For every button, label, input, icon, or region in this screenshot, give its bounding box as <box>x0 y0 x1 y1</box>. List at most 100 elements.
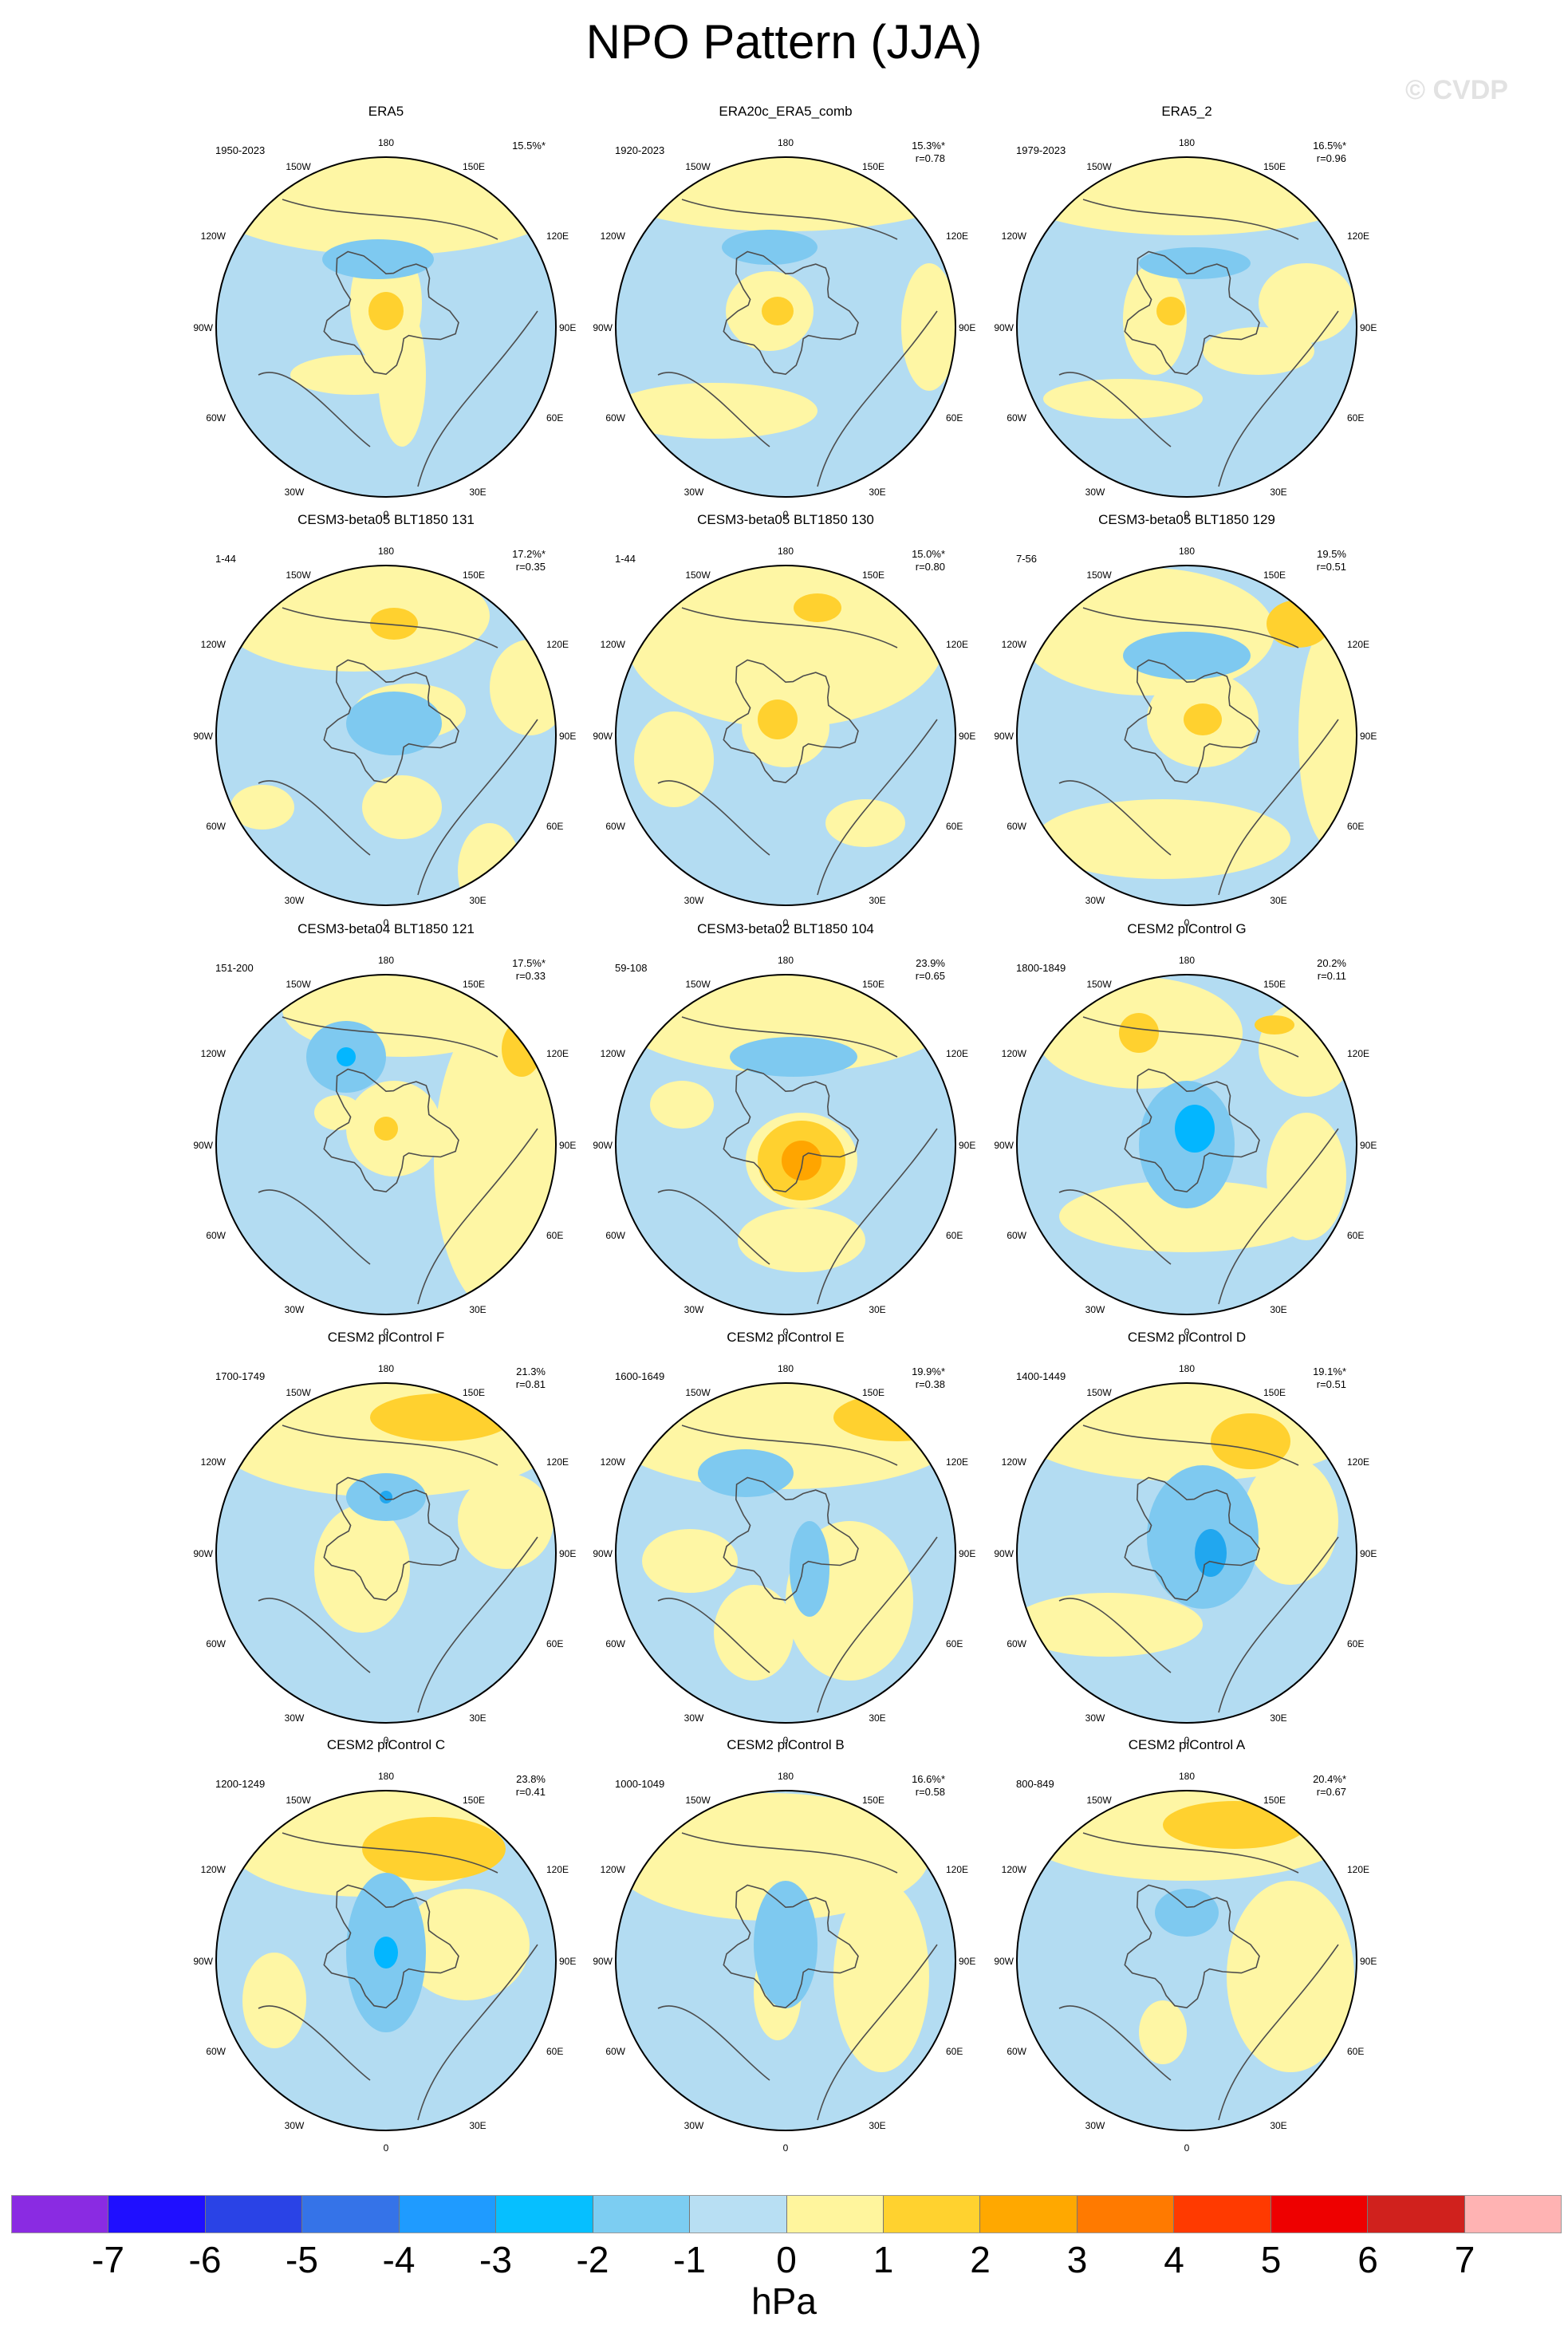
longitude-label: 90W <box>994 1140 1014 1151</box>
anomaly-contour <box>219 566 490 672</box>
anomaly-contour <box>1195 1529 1227 1577</box>
anomaly-contour <box>714 1585 794 1681</box>
longitude-label: 60E <box>946 2046 963 2057</box>
longitude-label: 90E <box>959 1956 975 1967</box>
longitude-label: 120E <box>946 639 968 650</box>
map-panel: ERA5_2 1979-2023 16.5%*r=0.96 180 0 150E 120E 9… <box>994 104 1377 520</box>
longitude-label: 90E <box>1360 322 1377 333</box>
anomaly-contour <box>502 1021 542 1077</box>
panel-period: 1800-1849 <box>1016 962 1066 974</box>
colorbar-segment <box>108 2196 206 2233</box>
anomaly-contour <box>458 823 522 905</box>
anomaly-contour <box>1119 1013 1159 1053</box>
longitude-label: 30W <box>1085 1712 1105 1724</box>
longitude-label: 0 <box>384 917 389 928</box>
longitude-label: 150W <box>1086 569 1112 581</box>
coastline <box>258 1832 538 2121</box>
panel-period: 1700-1749 <box>215 1370 265 1382</box>
longitude-label: 60W <box>605 412 625 424</box>
anomaly-contour <box>616 157 955 231</box>
longitude-label: 150W <box>685 1795 711 1806</box>
coastline <box>323 659 459 784</box>
panel-variance: 20.4%* <box>1313 1773 1346 1785</box>
map-panel: CESM3-beta05 BLT1850 131 1-44 17.2%*r=0.35… <box>193 512 576 928</box>
panel-period: 151-200 <box>215 962 254 974</box>
panel-title: CESM3-beta04 BLT1850 121 <box>297 921 475 936</box>
panel-correlation: r=0.81 <box>516 1378 546 1390</box>
coastline <box>1124 1476 1260 1602</box>
anomaly-contour <box>1255 1015 1294 1035</box>
watermark: © CVDP <box>1405 75 1508 105</box>
panel-variance: 16.6%* <box>912 1773 945 1785</box>
map-boundary <box>215 565 557 906</box>
longitude-label: 150W <box>685 161 711 172</box>
longitude-label: 150E <box>862 1387 884 1398</box>
coastline <box>258 607 538 896</box>
coastline <box>323 250 459 376</box>
longitude-label: 30E <box>869 1304 885 1315</box>
longitude-label: 180 <box>378 955 394 966</box>
longitude-label: 60W <box>605 2046 625 2057</box>
panel-period: 1600-1649 <box>615 1370 664 1382</box>
anomaly-contour <box>833 1393 955 1441</box>
colorbar-segment <box>1077 2196 1175 2233</box>
anomaly-contour <box>794 593 841 622</box>
longitude-label: 120W <box>601 231 626 242</box>
panel-period: 1-44 <box>215 553 236 565</box>
panel-period: 800-849 <box>1016 1778 1054 1790</box>
longitude-label: 30E <box>869 895 885 906</box>
panel-title: CESM2 piControl F <box>328 1330 444 1345</box>
panel-correlation: r=0.65 <box>916 970 945 982</box>
anomaly-contour <box>1211 1413 1290 1469</box>
coastline <box>657 1425 938 1713</box>
map-boundary <box>1016 565 1357 906</box>
longitude-label: 120W <box>601 639 626 650</box>
panel-correlation: r=0.80 <box>916 561 945 573</box>
longitude-label: 90E <box>959 1140 975 1151</box>
longitude-label: 120W <box>201 1048 227 1059</box>
coastline <box>723 1068 859 1193</box>
coastline <box>723 250 859 376</box>
anomaly-contour <box>758 700 798 739</box>
colorbar-segment <box>496 2196 593 2233</box>
anomaly-contour <box>1123 632 1251 680</box>
longitude-label: 60E <box>1347 2046 1364 2057</box>
colorbar <box>11 2195 1562 2233</box>
longitude-label: 60E <box>546 412 563 424</box>
panel-period: 1200-1249 <box>215 1778 265 1790</box>
panel-variance: 16.5%* <box>1313 140 1346 152</box>
longitude-label: 120W <box>601 1456 626 1468</box>
panel-title: CESM3-beta05 BLT1850 131 <box>297 512 475 527</box>
map-panel: CESM2 piControl A 800-849 20.4%*r=0.67 180 0… <box>994 1737 1377 2154</box>
longitude-label: 90E <box>559 322 576 333</box>
longitude-label: 90W <box>593 731 613 742</box>
panel-title: ERA5 <box>368 104 404 119</box>
longitude-label: 30E <box>469 2120 486 2131</box>
longitude-label: 0 <box>1184 2142 1190 2154</box>
anomaly-contour <box>650 1081 714 1129</box>
colorbar-tick-label: 3 <box>1066 2239 1088 2280</box>
longitude-label: 90E <box>1360 1956 1377 1967</box>
longitude-label: 60W <box>1007 1638 1026 1649</box>
panel-correlation: r=0.58 <box>916 1786 945 1798</box>
anomaly-contour <box>290 355 418 395</box>
longitude-label: 150E <box>862 979 884 990</box>
longitude-label: 30W <box>285 1304 305 1315</box>
longitude-label: 60W <box>206 1230 226 1241</box>
anomaly-contour <box>1243 1457 1338 1585</box>
anomaly-contour <box>314 1095 362 1130</box>
colorbar-segment <box>1174 2196 1271 2233</box>
longitude-label: 30W <box>285 2120 305 2131</box>
longitude-label: 90E <box>959 322 975 333</box>
anomaly-contour <box>642 1529 738 1593</box>
anomaly-contour <box>337 1047 356 1066</box>
panel-variance: 23.8% <box>516 1773 546 1785</box>
anomaly-contour <box>1227 1881 1354 2072</box>
longitude-label: 120W <box>1002 639 1027 650</box>
coastline <box>1058 607 1339 896</box>
longitude-label: 150E <box>862 161 884 172</box>
longitude-label: 90W <box>193 1140 213 1151</box>
anomaly-contour <box>790 1521 829 1617</box>
map-boundary <box>615 565 956 906</box>
anomaly-contour <box>374 1937 398 1969</box>
